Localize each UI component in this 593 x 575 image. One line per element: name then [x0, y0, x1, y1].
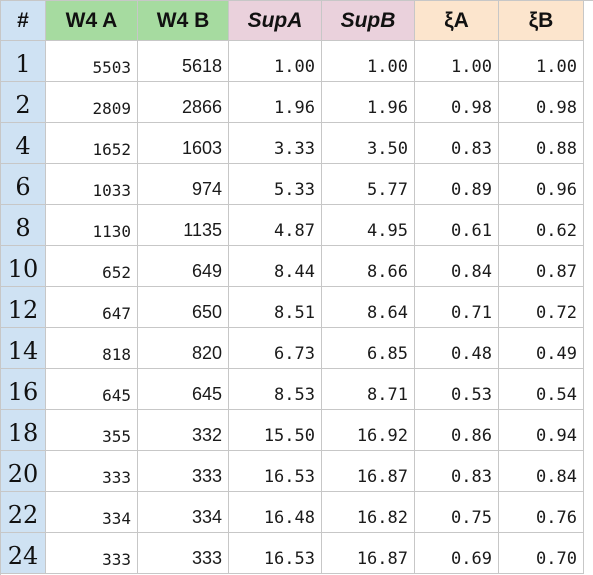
cell-supb[interactable]: 4.95 — [322, 205, 415, 246]
cell-w4a[interactable]: 333 — [46, 533, 138, 574]
cell-supb[interactable]: 8.71 — [322, 369, 415, 410]
cell-w4b[interactable]: 650 — [138, 287, 229, 328]
row-number[interactable]: 16 — [1, 369, 46, 410]
column-header-xib[interactable]: ξB — [499, 1, 584, 41]
cell-xia[interactable]: 0.98 — [415, 82, 499, 123]
cell-supb[interactable]: 6.85 — [322, 328, 415, 369]
cell-xia[interactable]: 0.89 — [415, 164, 499, 205]
cell-xib[interactable]: 0.76 — [499, 492, 584, 533]
cell-w4a[interactable]: 333 — [46, 451, 138, 492]
cell-w4a[interactable]: 652 — [46, 246, 138, 287]
cell-supb[interactable]: 16.92 — [322, 410, 415, 451]
cell-w4b[interactable]: 2866 — [138, 82, 229, 123]
row-number[interactable]: 12 — [1, 287, 46, 328]
cell-w4b[interactable]: 332 — [138, 410, 229, 451]
cell-xia[interactable]: 0.84 — [415, 246, 499, 287]
row-number[interactable]: 22 — [1, 492, 46, 533]
cell-supb[interactable]: 1.00 — [322, 41, 415, 82]
cell-supb[interactable]: 16.87 — [322, 451, 415, 492]
row-number[interactable]: 4 — [1, 123, 46, 164]
cell-w4a[interactable]: 2809 — [46, 82, 138, 123]
row-number-column-header[interactable]: # — [1, 1, 46, 41]
cell-xib[interactable]: 0.49 — [499, 328, 584, 369]
cell-supb[interactable]: 8.64 — [322, 287, 415, 328]
cell-supa[interactable]: 16.53 — [229, 451, 322, 492]
cell-xib[interactable]: 0.94 — [499, 410, 584, 451]
cell-xib[interactable]: 1.00 — [499, 41, 584, 82]
row-number[interactable]: 1 — [1, 41, 46, 82]
cell-xib[interactable]: 0.70 — [499, 533, 584, 574]
cell-w4a[interactable]: 355 — [46, 410, 138, 451]
cell-xia[interactable]: 0.69 — [415, 533, 499, 574]
cell-xib[interactable]: 0.96 — [499, 164, 584, 205]
row-number[interactable]: 10 — [1, 246, 46, 287]
cell-xia[interactable]: 0.86 — [415, 410, 499, 451]
cell-xia[interactable]: 0.75 — [415, 492, 499, 533]
cell-xib[interactable]: 0.72 — [499, 287, 584, 328]
cell-supb[interactable]: 1.96 — [322, 82, 415, 123]
cell-supa[interactable]: 8.51 — [229, 287, 322, 328]
cell-xib[interactable]: 0.62 — [499, 205, 584, 246]
cell-xib[interactable]: 0.88 — [499, 123, 584, 164]
cell-xia[interactable]: 0.83 — [415, 123, 499, 164]
cell-w4b[interactable]: 974 — [138, 164, 229, 205]
row-number[interactable]: 8 — [1, 205, 46, 246]
cell-w4b[interactable]: 5618 — [138, 41, 229, 82]
cell-w4a[interactable]: 818 — [46, 328, 138, 369]
cell-xib[interactable]: 0.84 — [499, 451, 584, 492]
column-header-w4a[interactable]: W4 A — [46, 1, 138, 41]
cell-supb[interactable]: 16.87 — [322, 533, 415, 574]
cell-supa[interactable]: 5.33 — [229, 164, 322, 205]
cell-w4b[interactable]: 1135 — [138, 205, 229, 246]
cell-supa[interactable]: 15.50 — [229, 410, 322, 451]
row-number[interactable]: 24 — [1, 533, 46, 574]
row-number[interactable]: 2 — [1, 82, 46, 123]
cell-supa[interactable]: 1.96 — [229, 82, 322, 123]
cell-xia[interactable]: 0.48 — [415, 328, 499, 369]
cell-w4a[interactable]: 647 — [46, 287, 138, 328]
cell-supb[interactable]: 5.77 — [322, 164, 415, 205]
cell-xia[interactable]: 0.83 — [415, 451, 499, 492]
column-header-w4b[interactable]: W4 B — [138, 1, 229, 41]
cell-xib[interactable]: 0.54 — [499, 369, 584, 410]
cell-supb[interactable]: 16.82 — [322, 492, 415, 533]
cell-w4a[interactable]: 334 — [46, 492, 138, 533]
cell-w4a[interactable]: 645 — [46, 369, 138, 410]
cell-w4a[interactable]: 1130 — [46, 205, 138, 246]
cell-w4b[interactable]: 333 — [138, 533, 229, 574]
cell-supa[interactable]: 8.44 — [229, 246, 322, 287]
cell-w4a[interactable]: 1033 — [46, 164, 138, 205]
cell-supa[interactable]: 3.33 — [229, 123, 322, 164]
cell-supa[interactable]: 8.53 — [229, 369, 322, 410]
cell-supa[interactable]: 1.00 — [229, 41, 322, 82]
cell-w4b[interactable]: 649 — [138, 246, 229, 287]
column-header-supa[interactable]: SupA — [229, 1, 322, 41]
row-number[interactable]: 18 — [1, 410, 46, 451]
column-header-xia[interactable]: ξA — [415, 1, 499, 41]
cell-xia[interactable]: 1.00 — [415, 41, 499, 82]
column-header-supb[interactable]: SupB — [322, 1, 415, 41]
cell-w4b[interactable]: 333 — [138, 451, 229, 492]
cell-supb[interactable]: 8.66 — [322, 246, 415, 287]
cell-supa[interactable]: 16.48 — [229, 492, 322, 533]
cell-xia[interactable]: 0.53 — [415, 369, 499, 410]
cell-supa[interactable]: 16.53 — [229, 533, 322, 574]
cell-xib[interactable]: 0.98 — [499, 82, 584, 123]
cell-xib[interactable]: 0.87 — [499, 246, 584, 287]
cell-w4b[interactable]: 645 — [138, 369, 229, 410]
cell-w4b[interactable]: 1603 — [138, 123, 229, 164]
row-number[interactable]: 14 — [1, 328, 46, 369]
cell-supa[interactable]: 4.87 — [229, 205, 322, 246]
cell-w4a[interactable]: 1652 — [46, 123, 138, 164]
cell-xia[interactable]: 0.71 — [415, 287, 499, 328]
cell-supa[interactable]: 6.73 — [229, 328, 322, 369]
row-number[interactable]: 6 — [1, 164, 46, 205]
cell-xia[interactable]: 0.61 — [415, 205, 499, 246]
cell-w4a[interactable]: 5503 — [46, 41, 138, 82]
cell-w4b[interactable]: 334 — [138, 492, 229, 533]
cell-supb[interactable]: 3.50 — [322, 123, 415, 164]
cell-w4b[interactable]: 820 — [138, 328, 229, 369]
row-number[interactable]: 20 — [1, 451, 46, 492]
